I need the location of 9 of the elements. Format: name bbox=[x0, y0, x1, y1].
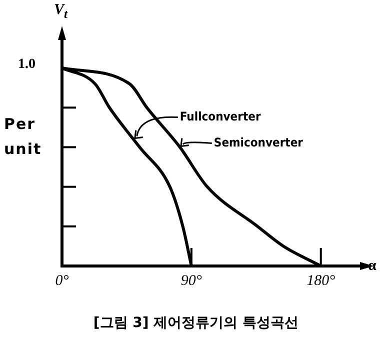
y-axis-title: V$_{t}$ bbox=[54, 2, 68, 22]
x-tick-label: 180° bbox=[306, 272, 336, 289]
x-tick-label: 0° bbox=[55, 272, 69, 289]
annotation: Semiconverter bbox=[214, 135, 304, 150]
text: [그림 3] 제어정류기의 특성곡선 bbox=[92, 314, 300, 332]
annotation: Fullconverter bbox=[180, 109, 262, 124]
text: Per unit bbox=[4, 114, 43, 160]
x-tick-label: 90° bbox=[180, 272, 202, 289]
text: 1.0 bbox=[18, 57, 36, 73]
